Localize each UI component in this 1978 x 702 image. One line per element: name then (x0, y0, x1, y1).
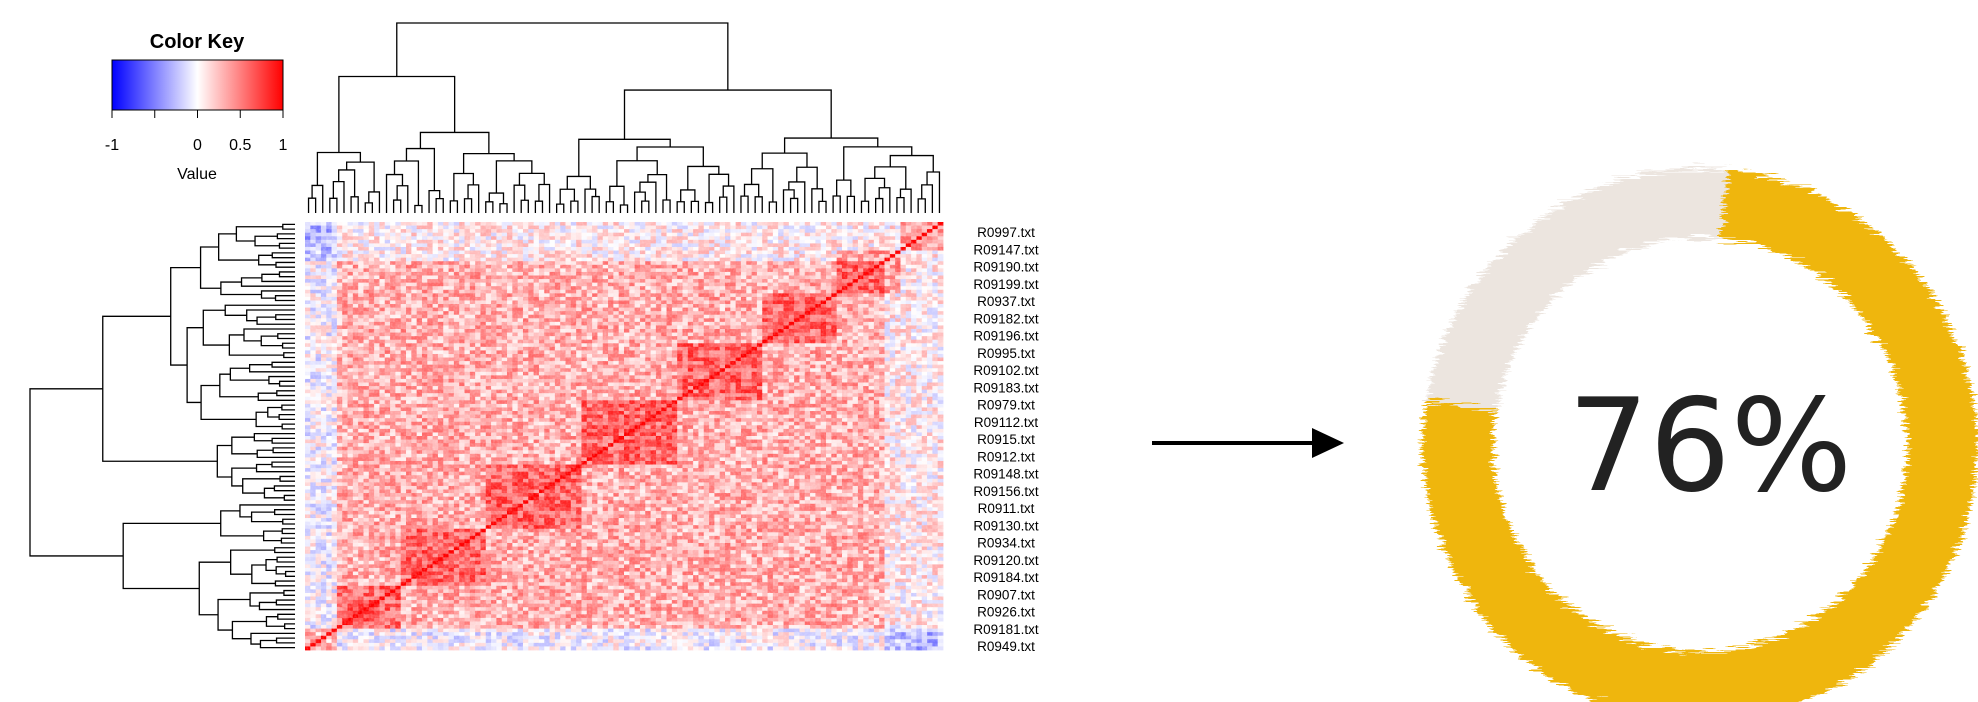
color-key-tick-label: -1 (105, 137, 119, 154)
color-key-tick-label: 0.5 (229, 137, 251, 154)
color-key: Color Key -1 0 0.5 1 Value (105, 31, 288, 183)
color-key-tick-label: 1 (279, 137, 288, 154)
color-key-ticks: -1 0 0.5 1 (105, 110, 288, 154)
color-key-gradient-bar (111, 59, 284, 111)
color-key-title: Color Key (150, 31, 245, 53)
color-key-tick-label: 0 (193, 137, 202, 154)
color-key-label-value: Value (177, 166, 217, 183)
